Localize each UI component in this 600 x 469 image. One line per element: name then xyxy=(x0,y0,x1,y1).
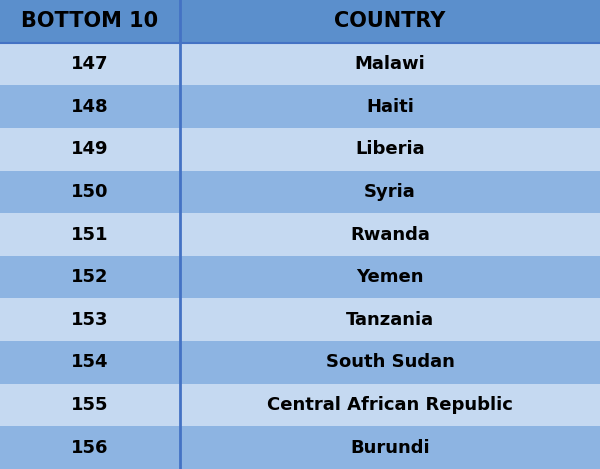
Text: BOTTOM 10: BOTTOM 10 xyxy=(22,11,158,31)
Bar xyxy=(0,43,180,85)
Text: Haiti: Haiti xyxy=(366,98,414,115)
Bar xyxy=(180,256,600,298)
Bar xyxy=(0,341,180,384)
Text: Yemen: Yemen xyxy=(356,268,424,286)
Text: Burundi: Burundi xyxy=(350,439,430,457)
Bar xyxy=(0,256,180,298)
Bar xyxy=(180,128,600,171)
Text: Liberia: Liberia xyxy=(355,140,425,158)
Text: Rwanda: Rwanda xyxy=(350,226,430,243)
Bar xyxy=(180,213,600,256)
Bar xyxy=(180,298,600,341)
Bar xyxy=(0,213,180,256)
Text: COUNTRY: COUNTRY xyxy=(334,11,446,31)
Text: 154: 154 xyxy=(71,354,109,371)
Text: South Sudan: South Sudan xyxy=(326,354,454,371)
Text: Central African Republic: Central African Republic xyxy=(267,396,513,414)
Bar xyxy=(180,426,600,469)
Text: 152: 152 xyxy=(71,268,109,286)
Text: Syria: Syria xyxy=(364,183,416,201)
Bar xyxy=(180,341,600,384)
Bar xyxy=(180,85,600,128)
Text: 148: 148 xyxy=(71,98,109,115)
Bar xyxy=(180,43,600,85)
Bar xyxy=(0,128,180,171)
Bar xyxy=(180,384,600,426)
Text: Tanzania: Tanzania xyxy=(346,311,434,329)
Bar xyxy=(180,171,600,213)
Bar xyxy=(0,85,180,128)
Bar xyxy=(0,384,180,426)
Bar xyxy=(0,298,180,341)
Bar xyxy=(0,0,180,43)
Bar xyxy=(0,171,180,213)
Text: 155: 155 xyxy=(71,396,109,414)
Bar xyxy=(180,0,600,43)
Text: 150: 150 xyxy=(71,183,109,201)
Text: 151: 151 xyxy=(71,226,109,243)
Bar xyxy=(0,426,180,469)
Text: 153: 153 xyxy=(71,311,109,329)
Text: 147: 147 xyxy=(71,55,109,73)
Text: Malawi: Malawi xyxy=(355,55,425,73)
Text: 149: 149 xyxy=(71,140,109,158)
Text: 156: 156 xyxy=(71,439,109,457)
